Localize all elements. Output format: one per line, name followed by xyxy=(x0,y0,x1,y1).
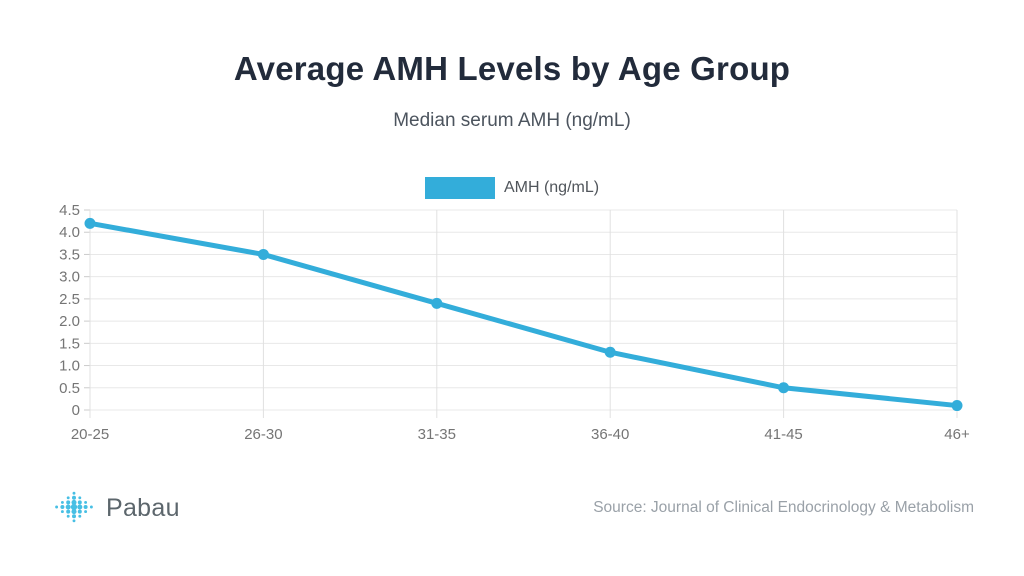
logo-dot xyxy=(66,500,71,505)
logo-dot xyxy=(72,514,76,519)
legend-label: AMH (ng/mL) xyxy=(503,179,600,196)
x-tick-label: 26-30 xyxy=(244,426,282,443)
logo-dot xyxy=(66,514,70,518)
logo-dot xyxy=(71,509,77,515)
x-tick-label: 20-25 xyxy=(71,426,109,443)
y-tick-label: 0.5 xyxy=(59,380,80,397)
logo-dot xyxy=(84,510,88,514)
y-tick-label: 3.5 xyxy=(59,246,80,263)
footer: Pabau Source: Journal of Clinical Endocr… xyxy=(52,486,974,530)
x-tick-label: 31-35 xyxy=(418,426,456,443)
y-tick-label: 3.0 xyxy=(59,269,80,286)
logo-dot xyxy=(60,510,64,514)
x-tick-label: 46+ xyxy=(944,426,970,443)
logo-dot xyxy=(66,509,71,514)
x-tick-label: 36-40 xyxy=(591,426,629,443)
logo-dot xyxy=(72,519,76,523)
logo-dot xyxy=(78,496,82,500)
y-tick-label: 1.5 xyxy=(59,335,80,352)
chart-subtitle: Median serum AMH (ng/mL) xyxy=(393,110,631,131)
data-point xyxy=(604,346,616,358)
logo-dot xyxy=(70,503,78,511)
pabau-logo: Pabau xyxy=(52,490,180,526)
logo-dot xyxy=(65,504,71,510)
logo-dot xyxy=(78,514,82,518)
logo-dot xyxy=(60,500,64,504)
logo-dot xyxy=(77,504,83,510)
chart-title: Average AMH Levels by Age Group xyxy=(233,50,791,87)
data-point xyxy=(257,248,269,260)
y-tick-label: 4.5 xyxy=(59,202,80,219)
legend-swatch xyxy=(424,177,495,199)
y-tick-label: 2.0 xyxy=(59,313,80,330)
data-point xyxy=(431,297,443,309)
data-point xyxy=(778,382,790,394)
y-tick-label: 1.0 xyxy=(59,358,80,375)
y-tick-label: 2.5 xyxy=(59,291,80,308)
amh-line xyxy=(87,220,960,409)
data-point xyxy=(951,400,963,412)
y-tick-label: 0 xyxy=(72,402,80,419)
logo-dot xyxy=(77,509,82,514)
logo-dot xyxy=(72,495,76,500)
pabau-diamond-icon xyxy=(55,491,93,523)
logo-dot xyxy=(77,500,82,505)
logo-dot xyxy=(60,505,65,509)
logo-dot xyxy=(72,491,76,495)
brand-name: Pabau xyxy=(106,493,180,522)
logo-dot xyxy=(89,505,93,509)
y-tick-label: 4.0 xyxy=(59,224,80,241)
amh-line-chart: 4.5 4.0 3.5 3.0 2.5 2.0 1.5 1.0 0.5 0 20-25 26-30 31… xyxy=(59,202,970,443)
source-attribution: Source: Journal of Clinical Endocrinolog… xyxy=(593,499,974,516)
logo-dot xyxy=(83,505,88,509)
logo-dot xyxy=(66,496,70,500)
logo-dot xyxy=(71,499,77,505)
logo-dot xyxy=(84,500,88,504)
chart-legend: AMH (ng/mL) xyxy=(0,177,1024,199)
data-point xyxy=(84,217,96,229)
x-tick-label: 41-45 xyxy=(764,426,802,443)
logo-dot xyxy=(55,505,59,509)
